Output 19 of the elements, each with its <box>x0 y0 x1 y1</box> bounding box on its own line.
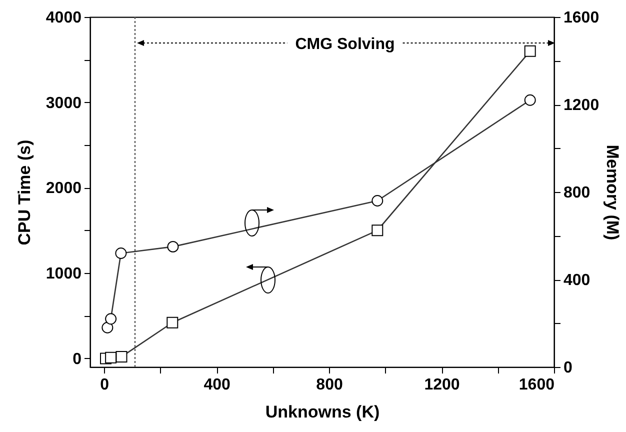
y-tick-label: 4000 <box>46 10 82 26</box>
x-tick-label: 800 <box>316 376 343 394</box>
x-tick-label: 1600 <box>518 376 555 394</box>
x-tick-label: 1200 <box>424 376 460 394</box>
x-tick-label: 0 <box>100 376 110 394</box>
y-axis-title: CPU Time (s) <box>14 140 34 246</box>
y2-tick-label: 800 <box>564 184 590 202</box>
y-tick-label: 3000 <box>46 94 82 112</box>
y2-tick-label: 1200 <box>564 97 600 114</box>
y-tick-label: 0 <box>72 350 82 368</box>
y2-axis-title: Memory (M) <box>603 144 622 240</box>
x-axis-title: Unknowns (K) <box>265 402 380 422</box>
y-tick-label: 2000 <box>46 180 82 198</box>
y-tick-label: 1000 <box>46 266 82 283</box>
annotation: CMG Solving <box>295 36 395 53</box>
y2-tick-label: 1600 <box>564 10 600 26</box>
y2-tick-label: 400 <box>564 272 590 289</box>
x-tick-label: 400 <box>204 376 230 394</box>
y2-tick-label: 0 <box>564 360 572 376</box>
